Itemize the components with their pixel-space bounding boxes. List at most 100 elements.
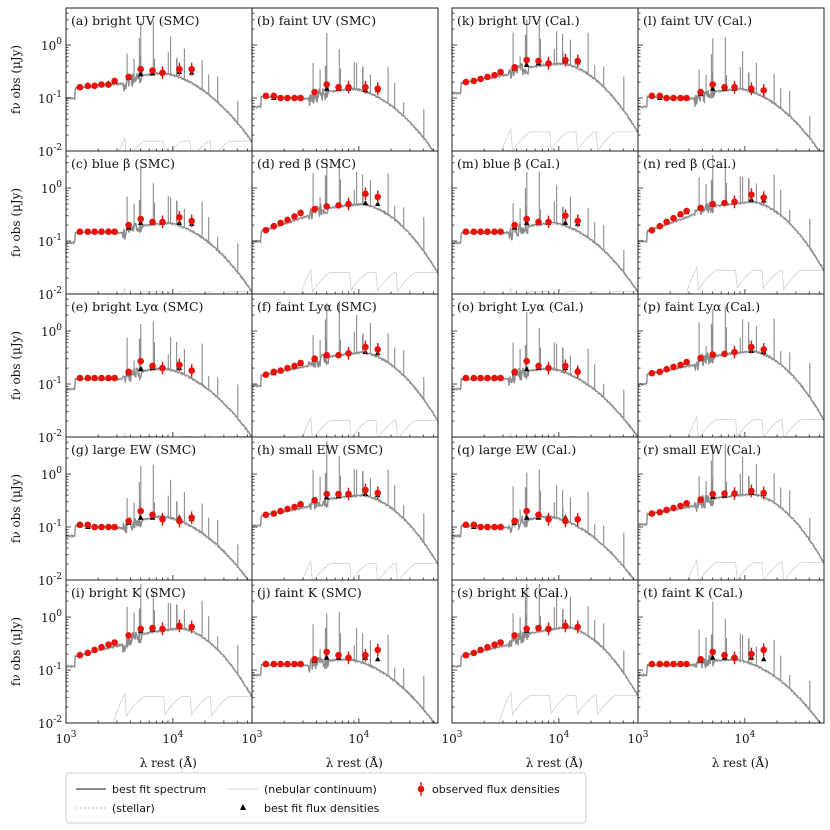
legend-label-observed: observed flux densities xyxy=(432,783,560,796)
model-flux-marker xyxy=(562,219,569,225)
panel-j: (j) faint K (SMC) xyxy=(251,579,439,760)
observed-flux-point xyxy=(149,624,156,632)
observed-flux-point xyxy=(670,504,677,512)
tick-base: 10 xyxy=(41,325,56,339)
panel-frame xyxy=(251,579,439,724)
observed-flux-point xyxy=(470,374,478,382)
observed-flux-point xyxy=(497,374,504,382)
model-flux-marker xyxy=(523,366,530,372)
tick-exponent: -1 xyxy=(53,519,62,529)
panel-plot-area xyxy=(638,306,824,437)
observed-flux-point xyxy=(721,350,728,358)
tick-base: 10 xyxy=(348,732,363,746)
observed-flux-point xyxy=(721,651,728,659)
observed-flux-point xyxy=(470,228,478,235)
stellar-spectrum-line xyxy=(66,223,252,294)
y-tick-label: 10-2 xyxy=(38,715,62,731)
observed-flux-point xyxy=(277,219,284,227)
observed-flux-point xyxy=(477,646,484,654)
nebular-continuum-line xyxy=(501,127,638,151)
panel-ticks xyxy=(451,579,634,724)
panel-plot-area xyxy=(452,171,638,294)
panel-plot-area xyxy=(66,20,252,151)
nebular-continuum-line xyxy=(112,692,252,723)
observed-flux-point xyxy=(484,523,491,531)
panel-title: (f) faint Lyα (SMC) xyxy=(257,299,377,314)
panel-r: (r) small EW (Cal.) xyxy=(637,436,825,581)
panel-title: (s) bright K (Cal.) xyxy=(457,585,568,600)
observed-flux-point xyxy=(76,521,84,529)
panel-frame xyxy=(451,293,639,438)
best-fit-spectrum-line xyxy=(66,71,252,143)
observed-flux-point xyxy=(84,374,92,382)
stellar-spectrum-line xyxy=(66,629,252,699)
panel-frame xyxy=(65,293,253,438)
observed-flux-point xyxy=(491,641,498,648)
observed-flux-point xyxy=(137,507,144,515)
stellar-spectrum-line xyxy=(638,351,824,422)
observed-flux-point xyxy=(511,632,518,639)
observed-flux-point xyxy=(683,207,690,215)
observed-flux-point xyxy=(111,639,118,646)
observed-flux-point xyxy=(284,216,291,224)
observed-flux-point xyxy=(523,215,530,223)
x-tick-label: 104 xyxy=(734,730,755,746)
panel-ticks xyxy=(251,150,434,295)
y-tick-label: 10-1 xyxy=(38,90,62,106)
observed-flux-point xyxy=(188,65,195,73)
legend-box xyxy=(65,772,587,824)
observed-flux-point xyxy=(470,77,478,85)
observed-flux-point xyxy=(731,348,738,356)
nebular-continuum-line xyxy=(252,725,438,760)
observed-flux-point xyxy=(484,374,491,382)
observed-flux-point xyxy=(105,81,112,88)
observed-flux-point xyxy=(663,660,670,668)
model-flux-marker xyxy=(137,514,144,520)
observed-flux-point xyxy=(731,83,738,91)
observed-flux-point xyxy=(535,218,542,226)
observed-flux-point xyxy=(523,625,530,633)
observed-flux-point xyxy=(345,83,352,91)
observed-flux-point xyxy=(297,209,304,217)
observed-flux-point xyxy=(159,218,166,226)
observed-flux-point xyxy=(125,632,132,639)
tick-exponent: -1 xyxy=(53,233,62,243)
observed-flux-point xyxy=(656,222,664,230)
y-axis-label: fν obs (μJy) xyxy=(9,331,23,400)
observed-flux-point xyxy=(562,622,569,630)
observed-flux-point xyxy=(545,60,552,67)
observed-flux-point xyxy=(523,357,530,365)
observed-flux-point xyxy=(462,374,470,382)
observed-flux-point xyxy=(511,517,518,525)
panel-title: (c) blue β (SMC) xyxy=(71,156,175,171)
observed-flux-point xyxy=(335,351,342,359)
observed-flux-point xyxy=(663,365,670,373)
panel-ticks xyxy=(637,7,820,152)
model-flux-marker xyxy=(362,200,369,206)
observed-flux-point xyxy=(545,625,552,633)
observed-flux-point xyxy=(748,650,755,658)
observed-flux-point xyxy=(98,523,105,531)
observed-flux-point xyxy=(462,651,470,659)
observed-flux-point xyxy=(670,660,677,668)
model-flux-marker xyxy=(137,366,144,372)
observed-flux-point xyxy=(656,660,664,668)
observed-flux-point xyxy=(574,516,581,523)
tick-exponent: 4 xyxy=(364,730,370,740)
observed-flux-point xyxy=(491,71,498,79)
observed-flux-point xyxy=(149,218,156,226)
y-tick-label: 10-1 xyxy=(38,519,62,535)
tick-base: 10 xyxy=(38,664,53,678)
observed-flux-point xyxy=(335,83,342,91)
panel-frame xyxy=(451,150,639,295)
observed-flux-point xyxy=(277,94,284,102)
tick-exponent: 0 xyxy=(56,609,62,619)
observed-flux-point xyxy=(683,358,690,366)
panel-plot-area xyxy=(66,584,252,723)
tick-exponent: 4 xyxy=(564,730,570,740)
observed-flux-point xyxy=(477,228,484,235)
stellar-spectrum-line xyxy=(638,202,824,273)
tick-base: 10 xyxy=(38,288,53,302)
observed-flux-point xyxy=(670,94,677,102)
tick-base: 10 xyxy=(548,732,563,746)
